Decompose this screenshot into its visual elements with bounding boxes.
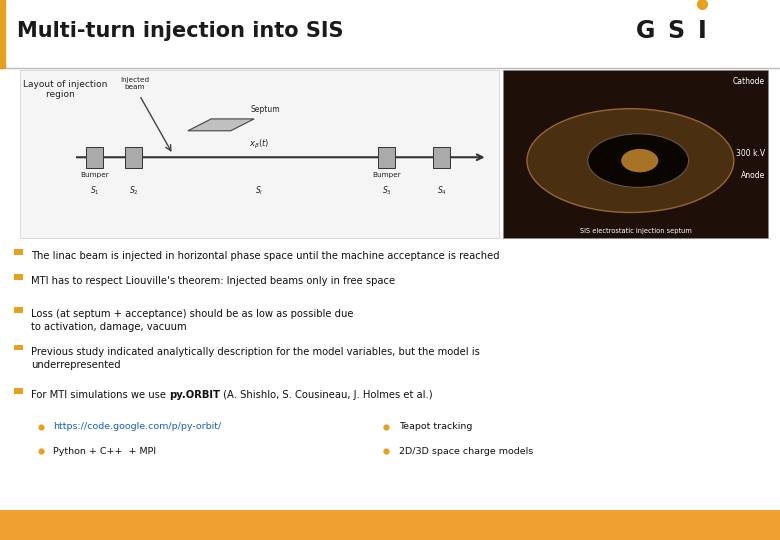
Text: Teapot tracking: Teapot tracking — [399, 422, 472, 431]
Text: For MTI simulations we use: For MTI simulations we use — [31, 390, 169, 400]
Bar — [503, 70, 768, 238]
Bar — [14, 345, 23, 350]
Text: $S_4$: $S_4$ — [437, 185, 446, 197]
Bar — [433, 147, 450, 167]
Bar — [14, 307, 23, 313]
Bar — [20, 70, 499, 238]
Text: Sabrina Appel | PBBP: Sabrina Appel | PBBP — [350, 522, 430, 529]
Text: 2D/3D space charge models: 2D/3D space charge models — [399, 447, 533, 456]
Text: $S_1$: $S_1$ — [90, 185, 99, 197]
Ellipse shape — [621, 149, 658, 172]
Bar — [86, 147, 103, 167]
Ellipse shape — [527, 109, 734, 212]
Bar — [14, 388, 23, 394]
Text: https://code.google.com/p/py-orbit/: https://code.google.com/p/py-orbit/ — [53, 422, 222, 431]
Bar — [125, 147, 142, 167]
Text: MTI has to respect Liouville's theorem: Injected beams only in free space: MTI has to respect Liouville's theorem: … — [31, 276, 395, 287]
Bar — [14, 249, 23, 255]
Bar — [0, 0, 5, 68]
Text: SIS electrostatic injection septum: SIS electrostatic injection septum — [580, 228, 692, 234]
Text: Cathode: Cathode — [733, 77, 765, 86]
Text: I: I — [698, 19, 707, 43]
Text: Previous study indicated analytically description for the model variables, but t: Previous study indicated analytically de… — [31, 347, 480, 370]
Polygon shape — [188, 119, 254, 131]
Bar — [378, 147, 395, 167]
Text: $S_3$: $S_3$ — [382, 185, 392, 197]
Bar — [0, 510, 780, 540]
Text: $S_2$: $S_2$ — [129, 185, 138, 197]
Ellipse shape — [588, 134, 689, 187]
Text: Loss (at septum + acceptance) should be as low as possible due
to activation, da: Loss (at septum + acceptance) should be … — [31, 309, 353, 332]
Text: Septum: Septum — [250, 105, 280, 113]
Text: $x_\beta(t)$: $x_\beta(t)$ — [250, 138, 269, 151]
Text: Injected
beam: Injected beam — [120, 77, 149, 90]
Text: Bumper: Bumper — [80, 172, 108, 178]
Text: GSI Helmholtzzentrum für Schwerionenforschung GmbH: GSI Helmholtzzentrum für Schwerionenfors… — [6, 522, 217, 528]
Text: (A. Shishlo, S. Cousineau, J. Holmes et al.): (A. Shishlo, S. Cousineau, J. Holmes et … — [220, 390, 433, 400]
Text: py.ORBIT: py.ORBIT — [169, 390, 220, 400]
Text: S: S — [667, 19, 684, 43]
Bar — [14, 274, 23, 280]
Text: $S_i$: $S_i$ — [255, 185, 264, 197]
Text: G: G — [636, 19, 655, 43]
Text: 10 October 2014: 10 October 2014 — [624, 522, 687, 528]
Text: The linac beam is injected in horizontal phase space until the machine acceptanc: The linac beam is injected in horizontal… — [31, 251, 500, 261]
Text: Bumper: Bumper — [373, 172, 401, 178]
Text: https://code.google.com/p/py-orbit/: https://code.google.com/p/py-orbit/ — [53, 422, 222, 431]
Text: Anode: Anode — [741, 171, 765, 180]
Text: 300 k.V: 300 k.V — [736, 150, 765, 158]
Text: https://code.google.com/p/py-orbit/: https://code.google.com/p/py-orbit/ — [53, 422, 222, 431]
Text: Multi-turn injection into SIS: Multi-turn injection into SIS — [17, 21, 344, 42]
Text: 11: 11 — [753, 522, 763, 528]
Text: Layout of injection
        region: Layout of injection region — [23, 80, 108, 99]
Text: Python + C++  + MPI: Python + C++ + MPI — [53, 447, 156, 456]
